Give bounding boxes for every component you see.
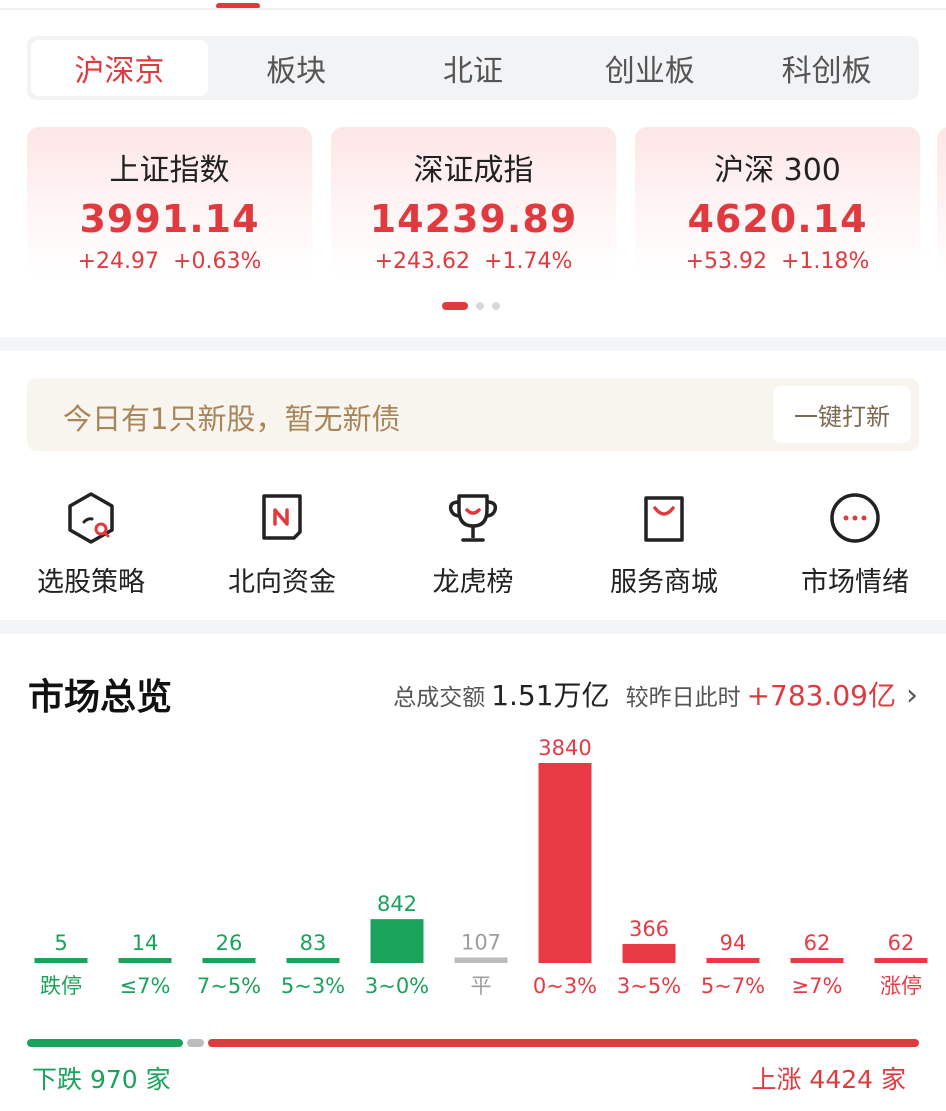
- bar-category-label: 涨停: [880, 974, 922, 998]
- breadth-up-segment: [208, 1039, 919, 1047]
- shortcut-label: 北向资金: [228, 567, 336, 598]
- carousel-dot[interactable]: [476, 302, 484, 310]
- index-change: +243.62 +1.74%: [374, 249, 573, 274]
- index-change: +24.97 +0.63%: [77, 249, 262, 274]
- shortcut-label: 服务商城: [610, 567, 718, 598]
- bar-category-label: ≤7%: [120, 974, 171, 998]
- bar-category-label: 5~3%: [281, 974, 345, 998]
- bar-value-label: 94: [720, 931, 747, 955]
- trophy-icon: [443, 488, 503, 548]
- tab-hushenjing[interactable]: 沪深京: [31, 40, 208, 96]
- section-divider: [0, 337, 946, 351]
- bar-category-label: 5~7%: [701, 974, 765, 998]
- bar-3: [286, 958, 340, 963]
- shortcut-label: 选股策略: [37, 567, 145, 598]
- breadth-bar: [27, 1039, 919, 1047]
- more-dots-icon: [825, 488, 885, 548]
- shortcut-dragon-tiger[interactable]: 龙虎榜: [393, 488, 553, 599]
- index-change: +53.92 +1.18%: [685, 249, 870, 274]
- index-name: 沪深 300: [714, 153, 841, 188]
- turnover-summary[interactable]: 总成交额 1.51万亿 较昨日此时 +783.09亿 ›: [393, 674, 918, 714]
- bar-9: [790, 958, 844, 963]
- index-value: 3991.14: [79, 197, 260, 241]
- one-click-subscribe-button[interactable]: 一键打新: [773, 386, 911, 443]
- index-card-sse[interactable]: 上证指数 3991.14 +24.97 +0.63%: [27, 127, 312, 277]
- compare-value: +783.09亿: [746, 679, 896, 712]
- bar-value-label: 3840: [538, 736, 591, 760]
- index-card-csi300[interactable]: 沪深 300 4620.14 +53.92 +1.18%: [635, 127, 920, 277]
- bar-1: [118, 958, 172, 963]
- decliners-count: 下跌 970 家: [32, 1065, 171, 1094]
- shortcut-grid: 选股策略 北向资金 龙虎榜: [0, 488, 946, 608]
- index-carousel[interactable]: 上证指数 3991.14 +24.97 +0.63% 深证成指 14239.89…: [27, 127, 946, 277]
- shortcut-stock-picking[interactable]: 选股策略: [11, 488, 171, 599]
- bar-8: [706, 958, 760, 963]
- up-down-distribution-chart: 5 跌停 14 ≤7% 26 7~5% 83 5~3% 842 3~0% 107 平 3840 0~3% 3…: [34, 736, 928, 998]
- index-value: 14239.89: [369, 197, 578, 241]
- bar-category-label: 0~3%: [533, 974, 597, 998]
- chevron-right-icon[interactable]: ›: [906, 678, 918, 713]
- bar-4: [370, 919, 424, 963]
- bar-category-label: ≥7%: [792, 974, 843, 998]
- breadth-down-segment: [27, 1039, 183, 1047]
- carousel-dot-active[interactable]: [442, 302, 468, 310]
- bar-6: [538, 763, 592, 963]
- top-tab-indicator: [216, 3, 260, 9]
- turnover-label: 总成交额: [393, 685, 486, 711]
- shortcut-service-mall[interactable]: 服务商城: [584, 488, 744, 599]
- tab-beizheng[interactable]: 北证: [442, 54, 503, 89]
- bar-2: [202, 958, 256, 963]
- tab-star-market[interactable]: 科创板: [781, 54, 872, 89]
- ipo-banner-text: 今日有1只新股，暂无新债: [63, 402, 401, 436]
- shopping-bag-icon: [634, 488, 694, 548]
- bar-category-label: 7~5%: [197, 974, 261, 998]
- section-divider: [0, 620, 946, 634]
- bar-value-label: 366: [629, 917, 669, 941]
- bar-category-label: 3~5%: [617, 974, 681, 998]
- breadth-flat-segment: [186, 1039, 205, 1047]
- market-tabs: 沪深京 板块 北证 创业板 科创板: [27, 36, 919, 100]
- bar-value-label: 62: [888, 931, 915, 955]
- shortcut-northbound[interactable]: 北向资金: [202, 488, 362, 599]
- turnover-value: 1.51万亿: [491, 679, 610, 712]
- tab-sector[interactable]: 板块: [266, 54, 327, 89]
- shortcut-market-sentiment[interactable]: 市场情绪: [775, 488, 935, 599]
- bar-value-label: 842: [377, 892, 417, 916]
- compare-label: 较昨日此时: [625, 685, 741, 711]
- top-divider: [0, 8, 946, 10]
- bar-5: [454, 957, 508, 963]
- bar-value-label: 14: [132, 931, 159, 955]
- carousel-dots: [442, 302, 500, 310]
- index-value: 4620.14: [687, 197, 868, 241]
- bar-category-label: 平: [471, 974, 492, 998]
- bar-value-label: 5: [54, 931, 67, 955]
- shortcut-label: 市场情绪: [801, 567, 909, 598]
- index-card-next[interactable]: [937, 127, 946, 277]
- north-fund-icon: [252, 488, 312, 548]
- bar-category-label: 3~0%: [365, 974, 429, 998]
- hexagon-search-icon: [61, 488, 121, 548]
- shortcut-label: 龙虎榜: [432, 567, 514, 598]
- bar-value-label: 62: [804, 931, 831, 955]
- bar-7: [622, 943, 676, 963]
- bar-category-label: 跌停: [40, 974, 82, 998]
- index-name: 上证指数: [109, 153, 230, 188]
- bar-value-label: 26: [216, 931, 243, 955]
- carousel-dot[interactable]: [492, 302, 500, 310]
- market-overview-title: 市场总览: [28, 677, 173, 718]
- advancers-count: 上涨 4424 家: [751, 1065, 906, 1094]
- ipo-banner[interactable]: 今日有1只新股，暂无新债 一键打新: [27, 378, 919, 451]
- index-card-szse[interactable]: 深证成指 14239.89 +243.62 +1.74%: [331, 127, 616, 277]
- bar-10: [874, 958, 928, 963]
- bar-value-label: 83: [300, 931, 327, 955]
- index-name: 深证成指: [413, 153, 534, 188]
- bar-value-label: 107: [461, 930, 501, 954]
- tab-chinext[interactable]: 创业板: [604, 54, 695, 89]
- bar-0: [34, 958, 88, 963]
